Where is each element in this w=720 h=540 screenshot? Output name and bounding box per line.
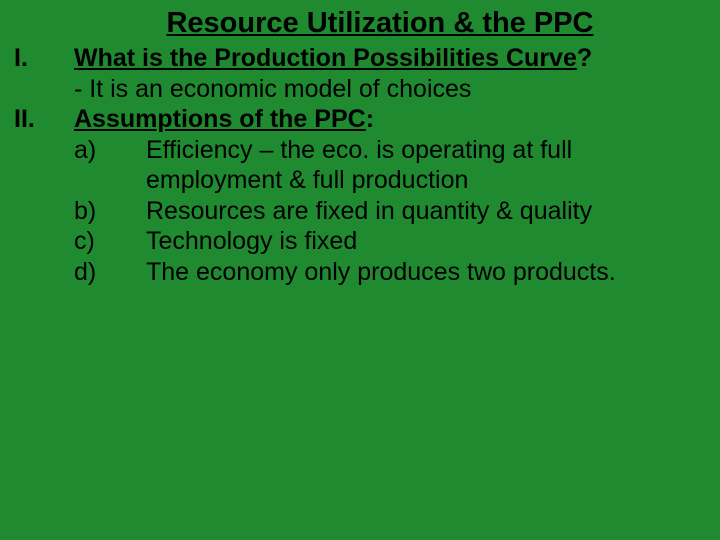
section-1: I. What is the Production Possibilities … xyxy=(14,43,706,104)
item-b-text: Resources are fixed in quantity & qualit… xyxy=(146,196,706,227)
section-2-numeral: II. xyxy=(14,104,74,135)
section-2-heading-punct: : xyxy=(366,105,374,133)
item-d-letter: d) xyxy=(74,257,146,288)
section-2-content: Assumptions of the PPC: a) Efficiency – … xyxy=(74,104,706,287)
item-b: b) Resources are fixed in quantity & qua… xyxy=(74,196,706,227)
item-d: d) The economy only produces two product… xyxy=(74,257,706,288)
section-1-bullet: - It is an economic model of choices xyxy=(74,74,706,105)
item-a: a) Efficiency – the eco. is operating at… xyxy=(74,135,706,196)
slide-title: Resource Utilization & the PPC xyxy=(54,6,706,41)
item-c: c) Technology is fixed xyxy=(74,226,706,257)
section-1-heading-punct: ? xyxy=(577,44,592,72)
section-2: II. Assumptions of the PPC: a) Efficienc… xyxy=(14,104,706,287)
item-a-letter: a) xyxy=(74,135,146,166)
item-c-letter: c) xyxy=(74,226,146,257)
item-a-text: Efficiency – the eco. is operating at fu… xyxy=(146,135,706,196)
item-c-text: Technology is fixed xyxy=(146,226,706,257)
item-b-letter: b) xyxy=(74,196,146,227)
section-1-numeral: I. xyxy=(14,43,74,74)
section-1-heading: What is the Production Possibilities Cur… xyxy=(74,44,577,72)
section-2-heading: Assumptions of the PPC xyxy=(74,105,366,133)
section-1-content: What is the Production Possibilities Cur… xyxy=(74,43,706,104)
item-d-text: The economy only produces two products. xyxy=(146,257,706,288)
